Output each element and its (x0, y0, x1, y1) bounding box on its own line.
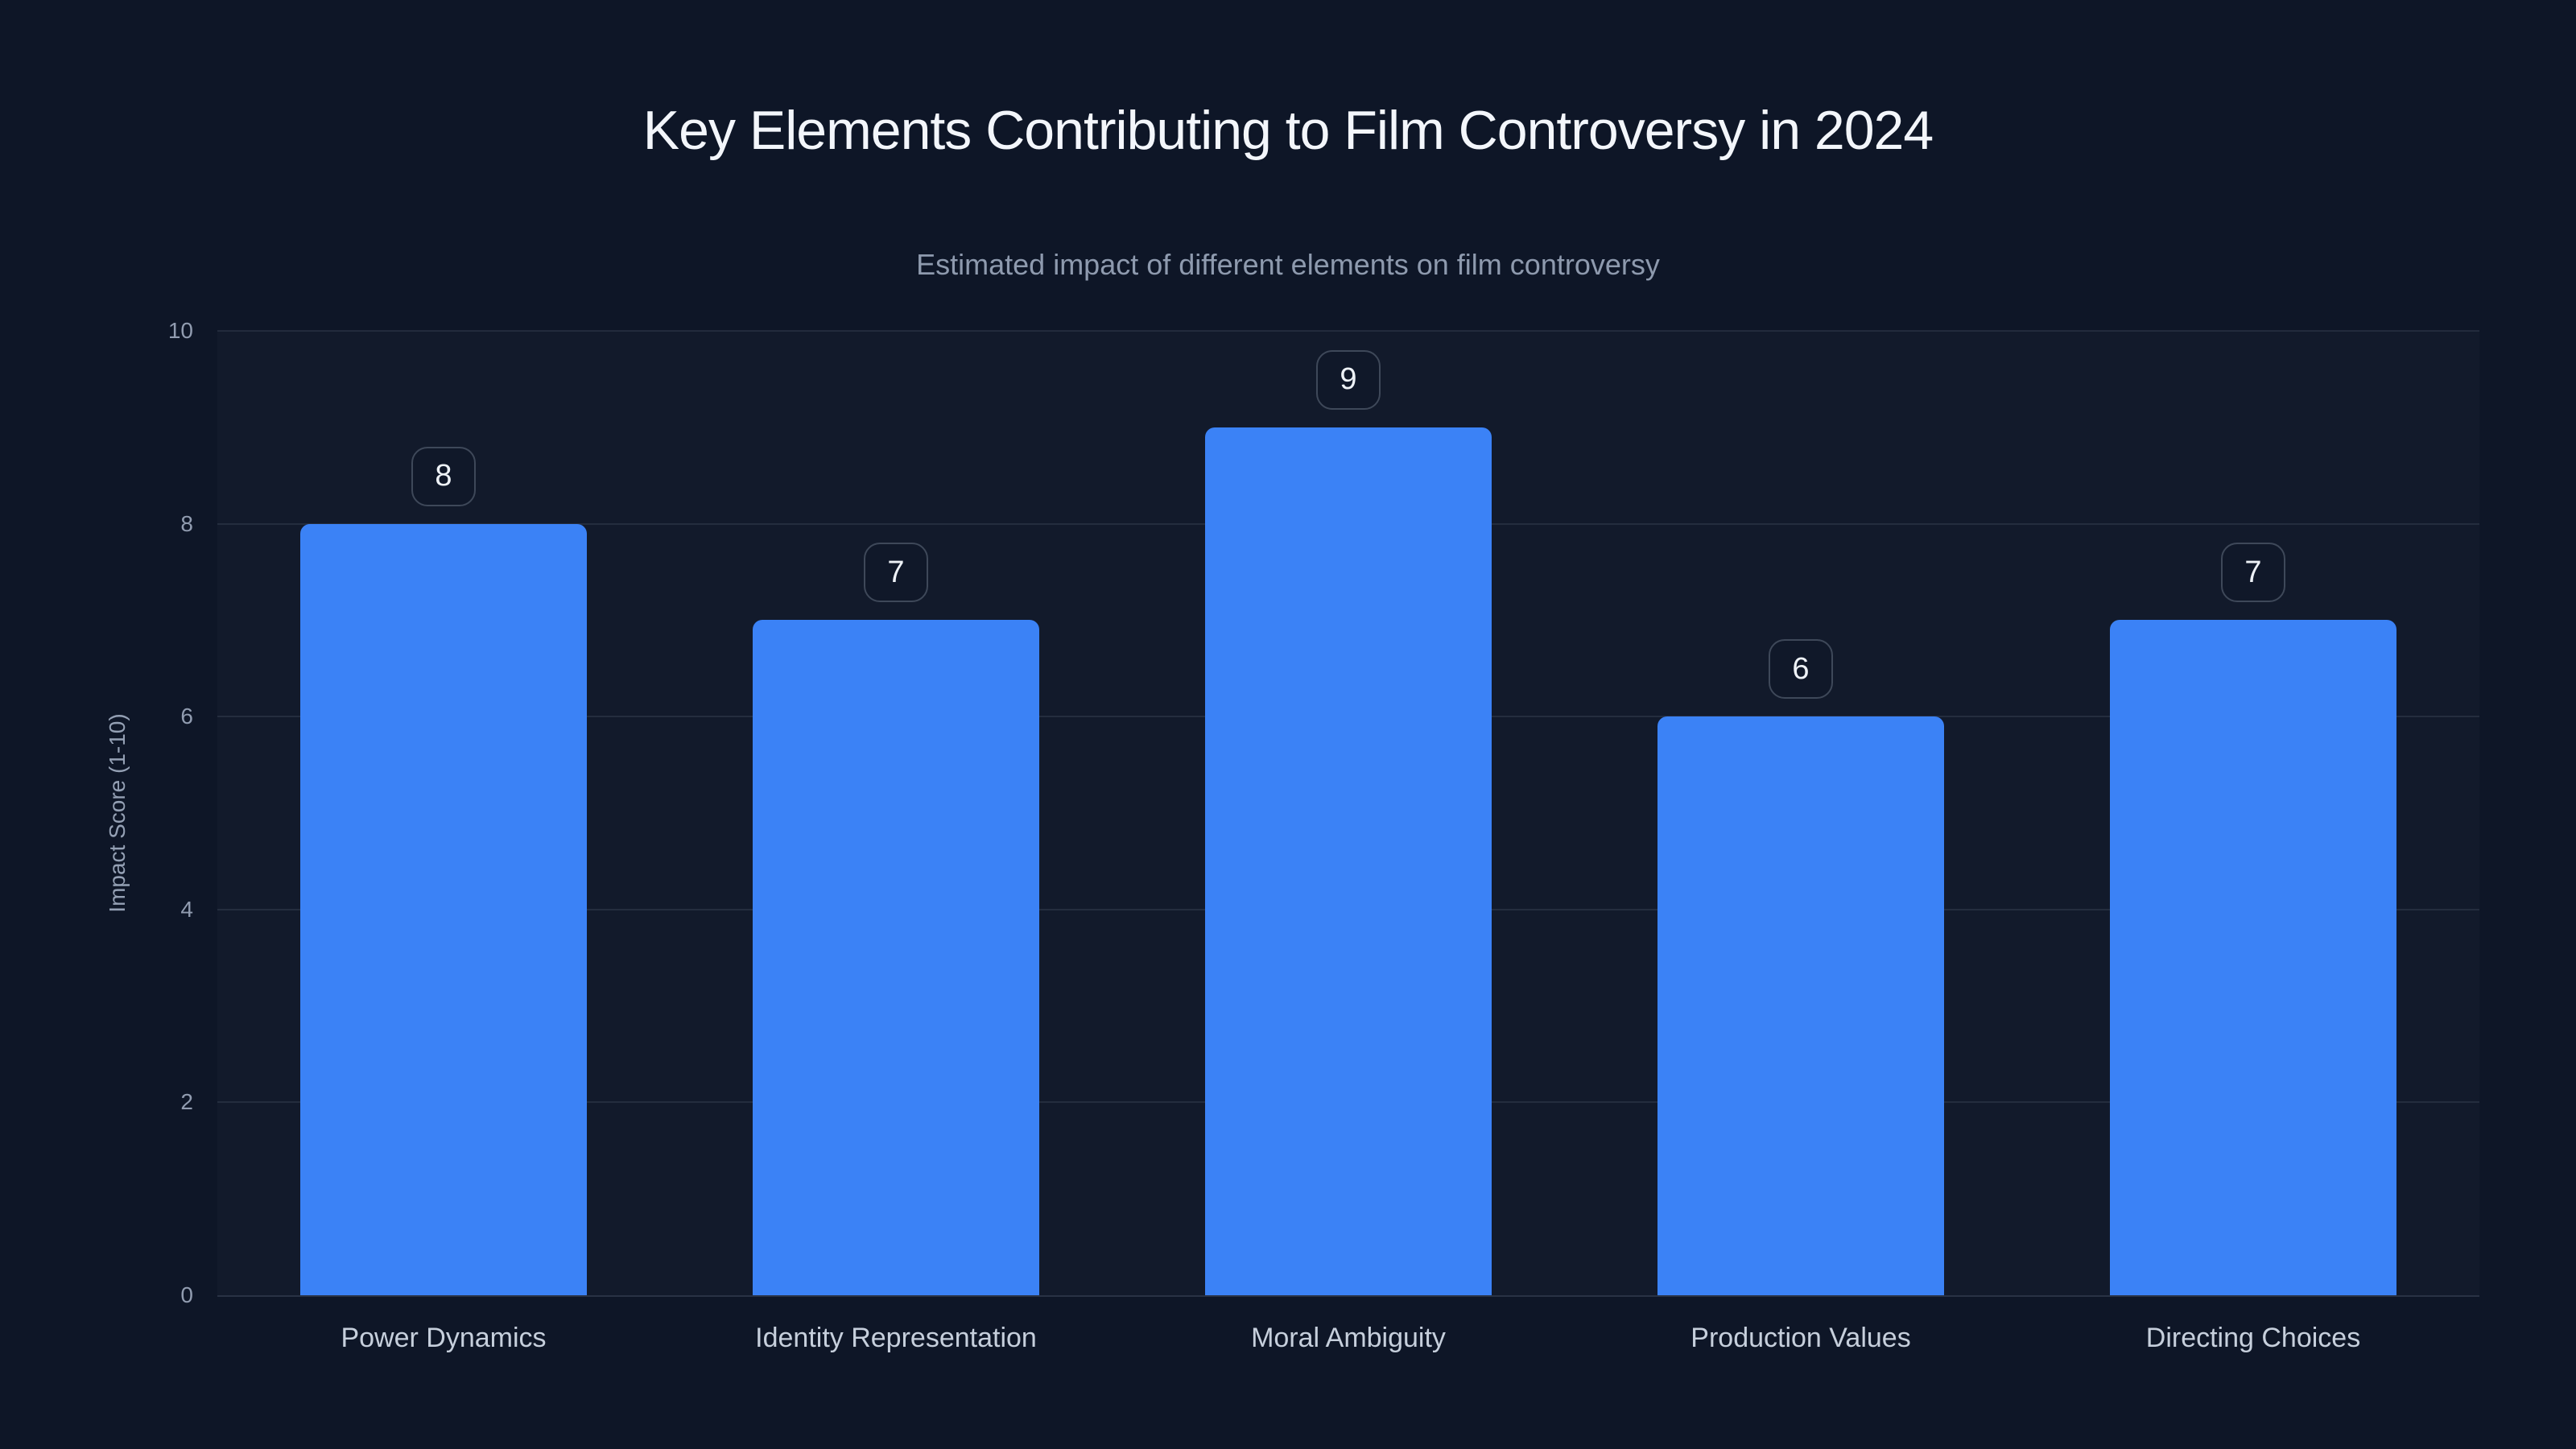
y-tick-label-6: 6 (180, 704, 193, 729)
bar-group: 8 Power Dynamics (217, 331, 670, 1352)
chart-title: Key Elements Contributing to Film Contro… (642, 100, 1934, 161)
chart-subtitle: Estimated impact of different elements o… (916, 248, 1660, 281)
bar-moral-ambiguity (1205, 427, 1492, 1295)
y-tick-label-0: 0 (180, 1282, 193, 1307)
bar-group: 6 Production Values (1575, 331, 2027, 1352)
x-category-label: Moral Ambiguity (1251, 1323, 1446, 1353)
value-badge: 7 (2221, 543, 2285, 603)
plot-area: 0 2 4 6 8 10 8 Power Dynamics 7 Identity Represen… (168, 320, 2479, 1352)
x-category-label: Directing Choices (2145, 1323, 2361, 1353)
y-tick-label-2: 2 (180, 1089, 193, 1115)
x-category-label: Power Dynamics (341, 1323, 547, 1353)
bar-identity-representation (753, 620, 1039, 1295)
y-tick-label-4: 4 (180, 896, 193, 922)
bar-group: 7 Identity Representation (670, 331, 1122, 1352)
x-category-label: Production Values (1690, 1323, 1911, 1353)
value-badge: 8 (411, 446, 476, 506)
x-category-label: Identity Representation (755, 1323, 1037, 1353)
bar-directing-choices (2110, 620, 2396, 1295)
bar-group: 7 Directing Choices (2027, 331, 2479, 1352)
value-badge: 7 (864, 543, 928, 603)
gridline-y-10 (217, 330, 2479, 332)
bar-production-values (1657, 716, 1944, 1295)
y-axis-title: Impact Score (1-10) (105, 713, 130, 913)
bar-power-dynamics (300, 523, 587, 1295)
y-tick-label-8: 8 (180, 510, 193, 536)
bar-group: 9 Moral Ambiguity (1122, 331, 1575, 1352)
y-tick-label-10: 10 (167, 318, 193, 343)
value-badge: 9 (1316, 349, 1381, 410)
value-badge: 6 (1769, 639, 1833, 700)
